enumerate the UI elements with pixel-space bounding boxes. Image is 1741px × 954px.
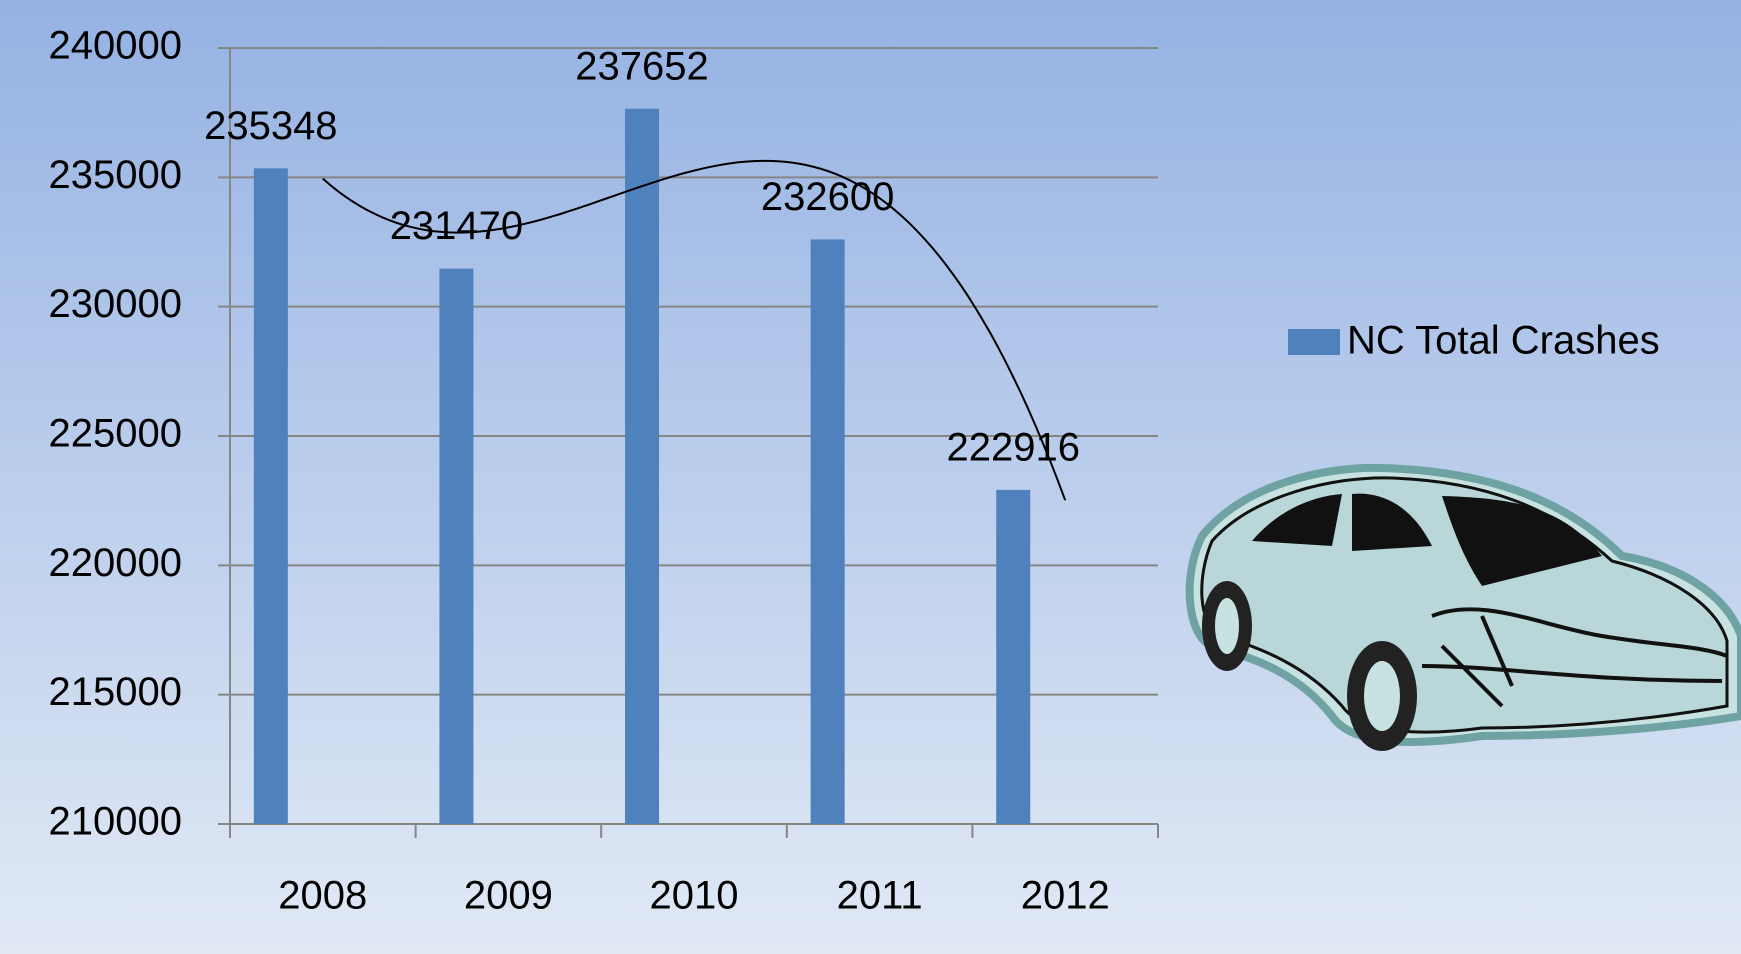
y-tick-label: 210000	[49, 800, 182, 844]
value-label: 237652	[575, 44, 708, 88]
x-tick-label: 2008	[278, 874, 367, 918]
y-tick-label: 235000	[49, 153, 182, 197]
bar	[810, 239, 845, 824]
car-illustration	[1185, 463, 1741, 751]
y-tick-label: 220000	[49, 541, 182, 585]
legend-label: NC Total Crashes	[1347, 319, 1660, 363]
y-tick-label: 225000	[49, 412, 182, 456]
x-tick-label: 2009	[464, 874, 553, 918]
value-label: 222916	[946, 425, 1079, 469]
y-tick-label: 230000	[49, 282, 182, 326]
y-tick-label: 215000	[49, 670, 182, 714]
bar	[253, 168, 288, 824]
x-tick-label: 2012	[1021, 874, 1110, 918]
x-tick-label: 2011	[837, 874, 923, 918]
value-label: 235348	[204, 104, 337, 148]
value-label: 232600	[761, 175, 894, 219]
x-tick-label: 2010	[650, 874, 739, 918]
legend-swatch	[1288, 329, 1340, 355]
y-tick-label: 240000	[49, 24, 182, 68]
trendline	[322, 159, 1067, 501]
bar	[625, 108, 660, 825]
bar	[439, 268, 474, 824]
bar	[996, 489, 1031, 824]
